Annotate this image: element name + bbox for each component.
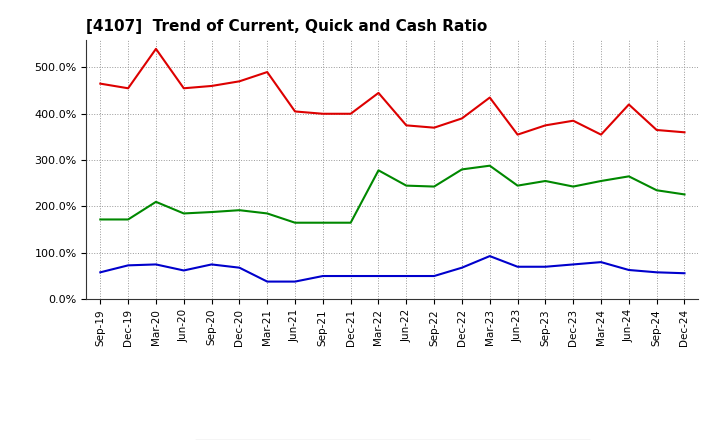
Quick Ratio — [513, 183, 522, 188]
Quick Ratio — [430, 184, 438, 189]
Cash Ratio — [485, 253, 494, 259]
Quick Ratio — [152, 199, 161, 205]
Cash Ratio — [235, 265, 243, 270]
Quick Ratio — [263, 211, 271, 216]
Text: [4107]  Trend of Current, Quick and Cash Ratio: [4107] Trend of Current, Quick and Cash … — [86, 19, 487, 34]
Cash Ratio — [513, 264, 522, 269]
Cash Ratio — [179, 268, 188, 273]
Cash Ratio — [624, 268, 633, 273]
Line: Current Ratio: Current Ratio — [100, 49, 685, 135]
Quick Ratio — [318, 220, 327, 225]
Quick Ratio — [569, 184, 577, 189]
Cash Ratio — [458, 265, 467, 270]
Current Ratio — [124, 86, 132, 91]
Quick Ratio — [179, 211, 188, 216]
Quick Ratio — [291, 220, 300, 225]
Cash Ratio — [318, 273, 327, 279]
Current Ratio — [652, 127, 661, 132]
Current Ratio — [597, 132, 606, 137]
Cash Ratio — [402, 273, 410, 279]
Current Ratio — [179, 86, 188, 91]
Current Ratio — [96, 81, 104, 86]
Quick Ratio — [374, 168, 383, 173]
Quick Ratio — [680, 192, 689, 197]
Cash Ratio — [152, 262, 161, 267]
Current Ratio — [346, 111, 355, 117]
Quick Ratio — [346, 220, 355, 225]
Current Ratio — [624, 102, 633, 107]
Quick Ratio — [597, 178, 606, 183]
Cash Ratio — [680, 271, 689, 276]
Current Ratio — [152, 46, 161, 51]
Quick Ratio — [124, 217, 132, 222]
Cash Ratio — [124, 263, 132, 268]
Current Ratio — [485, 95, 494, 100]
Quick Ratio — [485, 163, 494, 169]
Cash Ratio — [652, 270, 661, 275]
Cash Ratio — [597, 260, 606, 265]
Quick Ratio — [541, 178, 550, 183]
Cash Ratio — [207, 262, 216, 267]
Cash Ratio — [346, 273, 355, 279]
Current Ratio — [263, 70, 271, 75]
Quick Ratio — [235, 208, 243, 213]
Quick Ratio — [458, 167, 467, 172]
Cash Ratio — [96, 270, 104, 275]
Current Ratio — [541, 123, 550, 128]
Cash Ratio — [569, 262, 577, 267]
Cash Ratio — [291, 279, 300, 284]
Cash Ratio — [430, 273, 438, 279]
Current Ratio — [513, 132, 522, 137]
Cash Ratio — [541, 264, 550, 269]
Line: Cash Ratio: Cash Ratio — [100, 256, 685, 282]
Current Ratio — [318, 111, 327, 117]
Quick Ratio — [207, 209, 216, 215]
Current Ratio — [569, 118, 577, 123]
Quick Ratio — [624, 174, 633, 179]
Current Ratio — [402, 123, 410, 128]
Cash Ratio — [374, 273, 383, 279]
Current Ratio — [235, 79, 243, 84]
Current Ratio — [291, 109, 300, 114]
Current Ratio — [680, 130, 689, 135]
Current Ratio — [458, 116, 467, 121]
Line: Quick Ratio: Quick Ratio — [100, 166, 685, 223]
Cash Ratio — [263, 279, 271, 284]
Quick Ratio — [652, 187, 661, 193]
Current Ratio — [374, 90, 383, 95]
Current Ratio — [207, 83, 216, 88]
Quick Ratio — [96, 217, 104, 222]
Quick Ratio — [402, 183, 410, 188]
Current Ratio — [430, 125, 438, 130]
